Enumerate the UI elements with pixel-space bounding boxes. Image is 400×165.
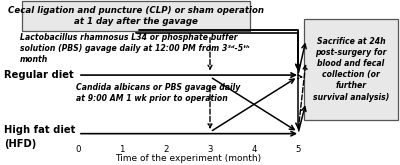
Text: Lactobacillus rhamnosus L34 or phosphate buffer
solution (PBS) gavage daily at 1: Lactobacillus rhamnosus L34 or phosphate…: [20, 33, 250, 64]
Text: 1: 1: [119, 145, 125, 154]
FancyBboxPatch shape: [304, 19, 398, 120]
Text: Candida albicans or PBS gavage daily
at 9:00 AM 1 wk prior to operation: Candida albicans or PBS gavage daily at …: [76, 82, 240, 103]
Text: 0: 0: [75, 145, 81, 154]
Text: Sacrifice at 24h
post-surgery for
blood and fecal
collection (or
further
surviva: Sacrifice at 24h post-surgery for blood …: [313, 37, 389, 101]
Text: 4: 4: [251, 145, 257, 154]
Text: 3: 3: [207, 145, 213, 154]
Text: Regular diet: Regular diet: [4, 70, 74, 80]
Text: (HFD): (HFD): [4, 139, 36, 148]
FancyBboxPatch shape: [22, 1, 250, 31]
Text: Cecal ligation and puncture (CLP) or sham operation
at 1 day after the gavage: Cecal ligation and puncture (CLP) or sha…: [8, 6, 264, 26]
Text: 2: 2: [163, 145, 169, 154]
Text: High fat diet: High fat diet: [4, 125, 75, 134]
Text: 5: 5: [295, 145, 301, 154]
Text: Time of the experiment (month): Time of the experiment (month): [115, 154, 261, 163]
